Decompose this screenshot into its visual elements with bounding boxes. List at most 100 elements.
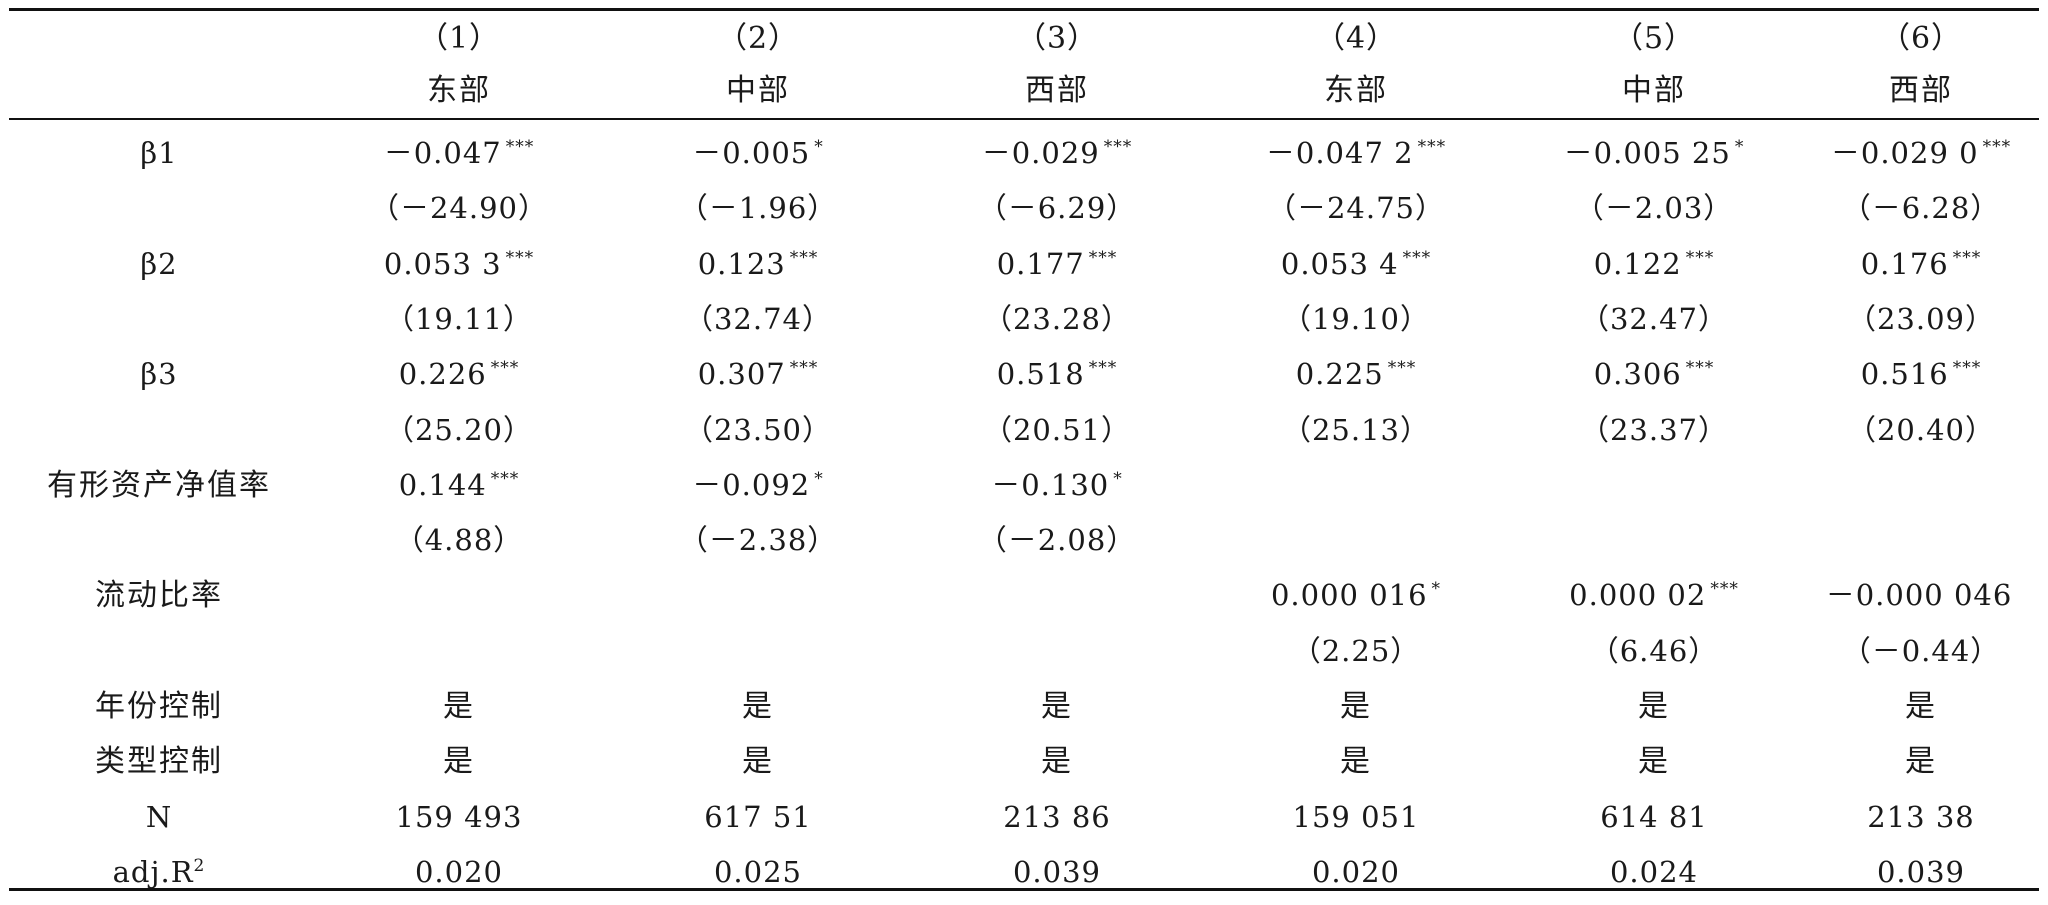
- row-label: 流动比率: [9, 568, 349, 623]
- coef-value: 0.123: [697, 247, 786, 281]
- tstat-value: （6.46）: [1589, 634, 1719, 668]
- footer-row: adj.R2 0.020 0.025 0.039 0.020 0.024 0.039: [9, 845, 2039, 900]
- coef-cell: －0.029 ***: [907, 126, 1207, 181]
- coef-cell: 0.307 ***: [609, 347, 907, 402]
- coef-value: 0.053 4: [1280, 247, 1399, 281]
- header-col-number: （2）: [716, 21, 800, 56]
- tstat-cell: （4.88）: [309, 513, 609, 568]
- footer-cell: 是: [609, 679, 907, 734]
- footer-row: N 159 493 617 51 213 86 159 051 614 81 213 38: [9, 790, 2039, 845]
- tstat-row: （2.25） （6.46） （－0.44）: [9, 624, 2039, 679]
- tstat-cell: （32.74）: [609, 292, 907, 347]
- header-col-number: （1）: [417, 21, 501, 56]
- coef-cell: 0.306 ***: [1505, 347, 1803, 402]
- footer-label-superscript: 2: [193, 856, 206, 876]
- footer-value: 614 81: [1600, 800, 1708, 834]
- row-label-subscript: 1: [158, 136, 178, 170]
- header-number-row: （1） （2） （3） （4） （5） （6）: [9, 11, 2039, 66]
- significance-stars: ***: [490, 358, 520, 378]
- footer-cell: 213 86: [907, 790, 1207, 845]
- footer-label-text: adj.R: [112, 855, 194, 889]
- row-label-empty: [9, 181, 309, 236]
- tstat-cell: （23.37）: [1505, 403, 1803, 458]
- tstat-cell: [1803, 513, 2039, 568]
- footer-label-text: 类型控制: [95, 744, 223, 779]
- coef-row: β2 0.053 3 *** 0.123 *** 0.177 *** 0.053 4 *** 0.…: [9, 237, 2039, 292]
- footer-cell: 是: [609, 734, 907, 789]
- row-label: β3: [9, 347, 309, 402]
- coef-cell: [907, 568, 1207, 623]
- tstat-cell: （2.25）: [1207, 624, 1505, 679]
- footer-label-text: 年份控制: [95, 689, 223, 724]
- coef-row: β1 －0.047 *** －0.005 * －0.029 *** －0.047 2 *** －0…: [9, 126, 2039, 181]
- coef-cell: [1207, 458, 1505, 513]
- footer-cell: 617 51: [609, 790, 907, 845]
- tstat-cell: （－2.08）: [907, 513, 1207, 568]
- row-label-empty: [9, 292, 309, 347]
- footer-value: 是: [1340, 689, 1372, 724]
- tstat-cell: （25.20）: [309, 403, 609, 458]
- footer-cell: 614 81: [1505, 790, 1803, 845]
- coef-cell: 0.053 4 ***: [1207, 237, 1505, 292]
- coef-cell: [1803, 458, 2039, 513]
- tstat-value: （23.09）: [1846, 302, 1996, 336]
- coef-value: －0.092: [692, 468, 811, 502]
- coef-value: 0.000 016: [1270, 578, 1428, 612]
- footer-cell: 是: [309, 734, 609, 789]
- row-label: β2: [9, 237, 309, 292]
- footer-label: adj.R2: [9, 845, 309, 900]
- significance-stars: ***: [1710, 579, 1739, 599]
- coef-cell: 0.226 ***: [309, 347, 609, 402]
- footer-value: 159 051: [1292, 800, 1420, 834]
- mid-rule: [9, 118, 2039, 120]
- footer-cell: 是: [907, 679, 1207, 734]
- significance-stars: ***: [1088, 358, 1118, 378]
- tstat-row: （19.11） （32.74） （23.28） （19.10） （32.47） （23.0…: [9, 292, 2039, 347]
- footer-cell: 0.039: [1803, 845, 2039, 900]
- tstat-cell: （20.40）: [1803, 403, 2039, 458]
- significance-stars: ***: [505, 248, 535, 268]
- tstat-cell: （23.50）: [609, 403, 907, 458]
- coef-value: 0.518: [996, 357, 1085, 391]
- coef-value: 0.122: [1593, 247, 1682, 281]
- tstat-cell: （－6.29）: [907, 181, 1207, 236]
- footer-cell: 159 493: [309, 790, 609, 845]
- footer-value: 213 38: [1867, 800, 1975, 834]
- coef-value: 0.000 02: [1569, 578, 1707, 612]
- tstat-cell: （32.47）: [1505, 292, 1803, 347]
- coef-value: 0.306: [1593, 357, 1682, 391]
- footer-value: 0.039: [1012, 855, 1102, 889]
- footer-cell: 是: [1505, 734, 1803, 789]
- tstat-value: （－2.03）: [1574, 191, 1734, 225]
- footer-value: 0.024: [1609, 855, 1699, 889]
- tstat-value: （－6.29）: [977, 191, 1137, 225]
- header-empty: [9, 11, 309, 66]
- tstat-cell: （19.11）: [309, 292, 609, 347]
- coef-cell: 0.518 ***: [907, 347, 1207, 402]
- footer-value: 159 493: [395, 800, 523, 834]
- footer-value: 是: [1638, 744, 1670, 779]
- tstat-value: （－1.96）: [678, 191, 838, 225]
- tstat-value: （－24.90）: [369, 191, 549, 225]
- coef-cell: －0.029 0 ***: [1803, 126, 2039, 181]
- header-col-number: （4）: [1314, 21, 1398, 56]
- row-label-text: β: [140, 136, 159, 170]
- coef-value: －0.130: [991, 468, 1110, 502]
- footer-value: 0.020: [414, 855, 504, 889]
- footer-cell: 0.039: [907, 845, 1207, 900]
- coef-cell: 0.177 ***: [907, 237, 1207, 292]
- footer-cell: 是: [907, 734, 1207, 789]
- significance-stars: ***: [1685, 248, 1715, 268]
- tstat-cell: [1207, 513, 1505, 568]
- significance-stars: ***: [1387, 358, 1417, 378]
- coef-cell: －0.130 *: [907, 458, 1207, 513]
- coef-value: 0.307: [697, 357, 786, 391]
- coef-value: －0.029: [981, 136, 1100, 170]
- footer-value: 是: [742, 689, 774, 724]
- coef-value: －0.029 0: [1830, 136, 1979, 170]
- coef-cell: －0.047 ***: [309, 126, 609, 181]
- footer-value: 213 86: [1003, 800, 1111, 834]
- tstat-value: （23.37）: [1579, 413, 1729, 447]
- coef-cell: 0.122 ***: [1505, 237, 1803, 292]
- significance-stars: ***: [490, 469, 520, 489]
